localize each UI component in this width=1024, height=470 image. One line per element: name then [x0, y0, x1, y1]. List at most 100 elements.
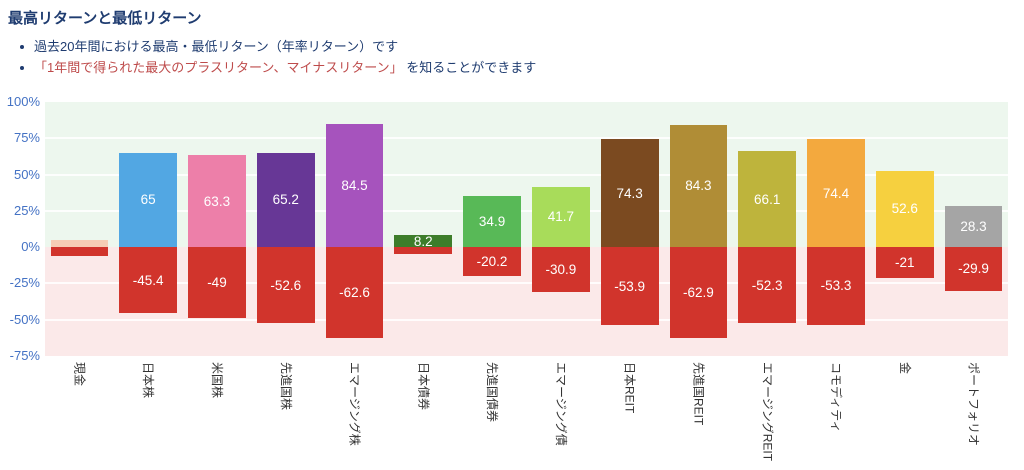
bar-value-label: 84.3 — [685, 178, 712, 194]
page-title: 最高リターンと最低リターン — [8, 10, 202, 27]
y-tick-label: 100% — [6, 94, 40, 109]
bar-positive: 34.9 — [463, 196, 521, 248]
chart-column: 28.3 -29.9 — [939, 102, 1008, 356]
bar-negative: -49 — [188, 247, 246, 319]
bullet-list: 過去20年間における最高・最低リターン（年率リターン）です 「1年間で得られた最… — [20, 36, 536, 78]
y-tick-label: 25% — [13, 202, 40, 218]
gridline — [45, 209, 1008, 212]
bar-negative — [394, 247, 453, 255]
chart-column: 8.2 — [389, 102, 458, 356]
y-tick-label: 0% — [21, 239, 40, 255]
bar-value-label: -53.9 — [614, 278, 646, 294]
x-axis-label: 米国株 — [209, 362, 224, 399]
bar-value-label: 74.4 — [822, 185, 850, 201]
bar-value-label: -29.9 — [958, 261, 989, 277]
bar-positive: 84.3 — [669, 124, 728, 248]
x-axis-label: 日本債券 — [416, 362, 431, 411]
bullet-text: 過去20年間における最高・最低リターン（年率リターン）です — [34, 39, 399, 54]
y-tick-label: 75% — [13, 130, 40, 146]
x-axis-label: 先進国債券 — [485, 362, 500, 423]
bar-value-label: -62.6 — [339, 285, 370, 301]
x-axis-label: 金 — [897, 362, 912, 375]
bar-positive: 74.4 — [807, 139, 865, 248]
bar-value-label: 84.5 — [341, 178, 368, 194]
x-axis-label: 日本株 — [141, 362, 156, 399]
bar-value-label: -45.4 — [132, 272, 164, 288]
bullet-item: 「1年間で得られた最大のプラスリターン、マイナスリターン」 を知ることができます — [20, 57, 536, 78]
x-axis-label: コモディティ — [829, 362, 844, 433]
y-tick-label: 50% — [13, 166, 40, 182]
bar-negative: -52.3 — [738, 247, 797, 324]
bar-value-label: 52.6 — [891, 201, 918, 217]
bar-negative: -52.6 — [256, 247, 315, 324]
bar-negative: -62.6 — [325, 247, 384, 338]
bar-value-label: 74.3 — [616, 185, 643, 201]
x-axis-label: ポートフォリオ — [966, 362, 981, 447]
bar-negative: -53.3 — [807, 247, 865, 325]
chart-column: 52.6 -21 — [870, 102, 939, 356]
chart-column: 63.3 -49 — [183, 102, 252, 356]
x-axis-label: 現金 — [72, 362, 87, 387]
bar-value-label: 66.1 — [754, 191, 781, 207]
chart-column: 84.5 -62.6 — [320, 102, 389, 356]
gridline — [45, 282, 1008, 285]
gridline — [45, 173, 1008, 176]
chart-column: 41.7 -30.9 — [526, 102, 595, 356]
x-axis-label: 日本REIT — [622, 362, 637, 414]
y-tick-label: -75% — [9, 348, 40, 363]
bar-negative: -29.9 — [944, 247, 1003, 291]
chart-column: 34.9 -20.2 — [458, 102, 527, 356]
bar-value-label: 28.3 — [960, 219, 987, 235]
chart-column: 66.1 -52.3 — [733, 102, 802, 356]
bar-value-label: 8.2 — [413, 233, 433, 249]
bar-value-label: -53.3 — [820, 278, 852, 294]
bar-value-label: 65 — [140, 192, 156, 208]
bar-value-label: -21 — [895, 254, 915, 270]
bullet-dot-icon — [20, 66, 24, 70]
bar-positive: 63.3 — [188, 155, 246, 248]
bar-value-label: -30.9 — [545, 262, 577, 278]
y-axis: 100% 75% 50% 25% 0% -25% -50% -75% — [0, 94, 40, 375]
bar-negative: -20.2 — [463, 247, 521, 277]
bar-value-label: 63.3 — [203, 193, 231, 209]
plot-area: 65 -45.4 63.3 -49 65.2 -52.6 84.5 -62.6 8.2 34.9 -… — [45, 102, 1008, 356]
x-axis-label: エマージング株 — [347, 362, 362, 446]
x-axis-label: 先進国REIT — [691, 362, 706, 426]
bar-value-label: -20.2 — [476, 254, 508, 270]
chart-column: 65 -45.4 — [114, 102, 183, 356]
bar-value-label: -49 — [207, 275, 227, 291]
bar-value-label: 34.9 — [478, 214, 506, 230]
chart-column — [45, 102, 114, 356]
bullet-text: を知ることができます — [402, 60, 537, 75]
gridline — [45, 137, 1008, 140]
chart-column: 74.3 -53.9 — [595, 102, 664, 356]
bar-negative: -45.4 — [119, 247, 178, 314]
bar-negative: -53.9 — [600, 247, 659, 326]
bar-value-label: 65.2 — [272, 192, 299, 208]
bar-positive: 65.2 — [256, 152, 315, 248]
bar-positive: 84.5 — [325, 124, 384, 248]
bar-positive: 52.6 — [875, 170, 934, 248]
gridline — [45, 318, 1008, 321]
bar-value-label: 41.7 — [547, 209, 574, 225]
bar-positive: 66.1 — [738, 151, 797, 248]
bar-value-label: -52.3 — [751, 277, 783, 293]
bar-value-label: -52.6 — [270, 277, 302, 293]
bar-positive: 65 — [119, 152, 178, 248]
bar-negative: -30.9 — [531, 247, 590, 292]
bullet-highlight-text: 「1年間で得られた最大のプラスリターン、マイナスリターン」 — [34, 60, 403, 75]
x-axis-label: エマージング債 — [553, 362, 568, 446]
chart-column: 65.2 -52.6 — [251, 102, 320, 356]
bar-positive: 8.2 — [394, 233, 453, 249]
x-axis: 現金 日本株 米国株 先進国株 エマージング株 日本債券 先進国債券 エマージング債 日本REI… — [45, 362, 1008, 470]
bullet-dot-icon — [20, 45, 24, 49]
bar-positive: 41.7 — [531, 186, 590, 248]
returns-chart: 100% 75% 50% 25% 0% -25% -50% -75% 65 -45.4 63.3 -… — [0, 94, 1024, 470]
x-axis-label: エマージングREIT — [760, 362, 775, 462]
bar-value-label: -62.9 — [683, 285, 714, 301]
bar-negative: -62.9 — [669, 247, 728, 339]
bullet-item: 過去20年間における最高・最低リターン（年率リターン）です — [20, 36, 536, 57]
bar-positive: 74.3 — [600, 139, 659, 248]
chart-column: 84.3 -62.9 — [664, 102, 733, 356]
